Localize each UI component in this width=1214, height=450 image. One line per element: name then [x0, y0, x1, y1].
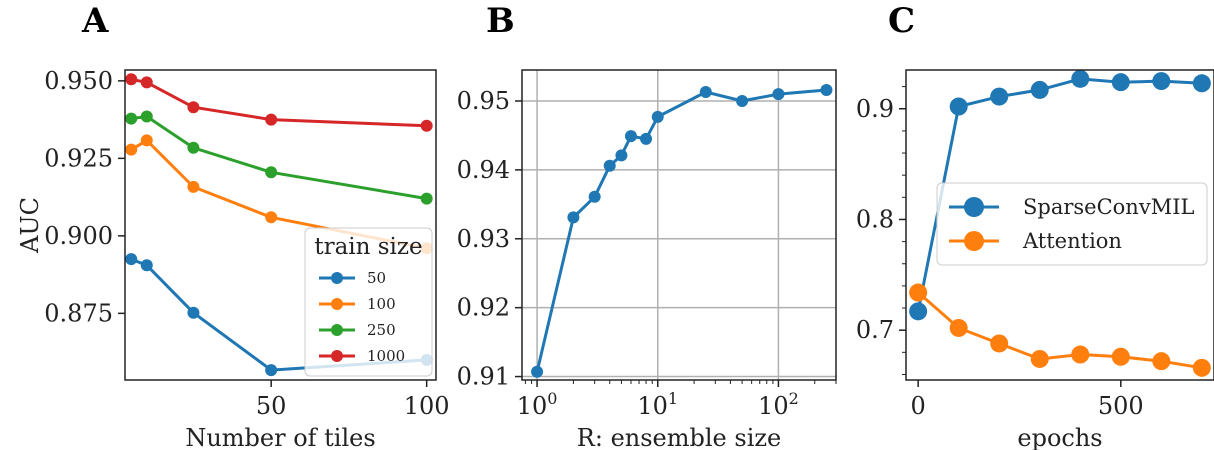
- y-tick-label: 0.9: [856, 95, 894, 123]
- y-tick-label: 0.94: [457, 156, 510, 184]
- legend-label: 250: [367, 321, 396, 339]
- data-point: [1152, 352, 1171, 371]
- legend-box: [304, 227, 433, 377]
- legend-label: 50: [367, 269, 386, 287]
- data-point: [265, 364, 278, 377]
- data-point: [1071, 345, 1090, 364]
- panel-letter-a: A: [81, 1, 109, 41]
- data-point: [1111, 347, 1130, 366]
- data-point: [420, 119, 433, 132]
- data-point: [187, 306, 200, 319]
- data-point: [820, 83, 833, 96]
- legend-swatch-marker: [964, 197, 984, 217]
- legend-box: [936, 182, 1208, 266]
- y-tick-label: 0.950: [44, 67, 113, 95]
- data-point: [567, 211, 580, 224]
- data-point: [140, 110, 153, 123]
- panel-letter-c: C: [888, 1, 915, 41]
- data-point: [125, 112, 138, 125]
- data-point: [125, 253, 138, 266]
- y-tick-label: 0.92: [457, 294, 510, 322]
- y-tick-label: 0.7: [856, 316, 894, 344]
- y-tick-label: 0.93: [457, 225, 510, 253]
- legend-label: 100: [367, 295, 396, 313]
- data-point: [990, 87, 1009, 106]
- data-point: [588, 190, 601, 203]
- data-point: [1192, 74, 1211, 93]
- x-tick-label: 101: [637, 389, 678, 420]
- data-point: [651, 110, 664, 123]
- data-point: [265, 166, 278, 179]
- data-point: [420, 192, 433, 205]
- legend-swatch-marker: [964, 231, 984, 251]
- data-point: [187, 180, 200, 193]
- legend-title: train size: [314, 234, 422, 260]
- legend-label: SparseConvMIL: [1023, 195, 1194, 219]
- data-point: [603, 159, 616, 172]
- data-point: [1152, 72, 1171, 91]
- data-point: [990, 334, 1009, 353]
- plot-frame: [521, 69, 837, 381]
- series-line-s0: [535, 88, 827, 373]
- legend-swatch-marker: [331, 272, 343, 284]
- data-point: [265, 211, 278, 224]
- y-tick-label: 0.925: [44, 144, 113, 172]
- series-line-1000: [130, 77, 427, 128]
- data-point: [909, 302, 928, 321]
- legend-swatch-marker: [331, 324, 343, 336]
- x-tick-label: 100: [404, 392, 450, 420]
- x-tick-label: 0: [911, 392, 926, 420]
- data-point: [265, 113, 278, 126]
- data-point: [949, 318, 968, 337]
- x-axis-label: R: ensemble size: [577, 424, 781, 450]
- data-point: [640, 132, 653, 145]
- y-tick-label: 0.875: [44, 299, 113, 327]
- data-point: [1111, 73, 1130, 92]
- x-tick-label: 100: [517, 389, 558, 420]
- y-axis-label: AUC: [16, 197, 44, 254]
- panel-c: 0.7 0.8 0.9 0 500 epochs SparseConvMIL Attentio…: [856, 69, 1214, 450]
- x-tick-label: 50: [256, 392, 287, 420]
- data-point: [140, 259, 153, 272]
- y-tick-label: 0.900: [44, 222, 113, 250]
- legend-label: 1000: [367, 347, 405, 365]
- data-point: [140, 134, 153, 147]
- panel-b: 0.91 0.92 0.93 0.94 0.95 100 101 102 R: ensemble…: [457, 69, 837, 450]
- data-point: [772, 88, 785, 101]
- x-tick-label: 102: [758, 389, 799, 420]
- y-tick-label: 0.91: [457, 363, 510, 391]
- data-point: [624, 130, 637, 143]
- data-point: [1030, 349, 1049, 368]
- data-point: [736, 95, 749, 107]
- data-point: [615, 149, 628, 162]
- data-point: [949, 97, 968, 116]
- legend-swatch-marker: [331, 298, 343, 310]
- data-point: [1030, 80, 1049, 99]
- y-tick-label: 0.8: [856, 205, 894, 233]
- data-point: [125, 73, 138, 86]
- data-point: [699, 86, 712, 99]
- panel-a: 0.875 0.900 0.925 0.950 50 100 Number of tiles…: [16, 67, 450, 450]
- data-point: [909, 283, 928, 302]
- legend-swatch-marker: [331, 350, 343, 362]
- panel-letter-b: B: [486, 1, 515, 41]
- data-point: [1071, 69, 1090, 88]
- data-point: [187, 141, 200, 154]
- data-point: [125, 143, 138, 156]
- plot-frame: [124, 69, 437, 381]
- plot-frame: [905, 69, 1214, 381]
- data-point: [1192, 358, 1211, 377]
- y-tick-label: 0.95: [457, 87, 510, 115]
- data-point: [187, 101, 200, 114]
- x-axis-label: epochs: [1017, 424, 1102, 450]
- x-axis-label: Number of tiles: [185, 424, 375, 450]
- data-point: [140, 76, 153, 89]
- series-line-250: [130, 114, 427, 201]
- legend-label: Attention: [1022, 229, 1122, 253]
- x-tick-label: 500: [1098, 392, 1144, 420]
- data-point: [531, 365, 544, 378]
